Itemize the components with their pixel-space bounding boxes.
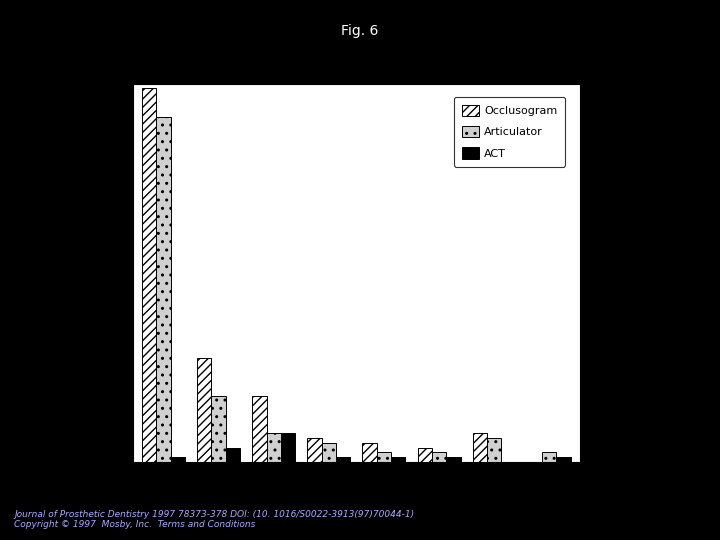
Bar: [542, 453, 557, 462]
Bar: [197, 357, 212, 462]
Bar: [252, 395, 266, 462]
Bar: [281, 433, 295, 462]
Bar: [226, 448, 240, 462]
Bar: [362, 443, 377, 462]
Bar: [557, 457, 571, 462]
Bar: [266, 433, 281, 462]
Bar: [473, 433, 487, 462]
Bar: [307, 438, 322, 462]
Bar: [446, 457, 461, 462]
Bar: [487, 438, 501, 462]
Bar: [212, 395, 226, 462]
Bar: [171, 457, 185, 462]
Bar: [142, 89, 156, 462]
Bar: [156, 117, 171, 462]
Bar: [418, 448, 432, 462]
Bar: [377, 453, 391, 462]
X-axis label: Teeth: Teeth: [339, 487, 374, 500]
Bar: [432, 453, 446, 462]
Legend: Occlusogram, Articulator, ACT: Occlusogram, Articulator, ACT: [454, 97, 565, 167]
Text: Journal of Prosthetic Dentistry 1997 78373-378 DOI: (10. 1016/S0022-3913(97)7004: Journal of Prosthetic Dentistry 1997 783…: [14, 510, 415, 529]
Bar: [391, 457, 405, 462]
Bar: [322, 443, 336, 462]
Text: Fig. 6: Fig. 6: [341, 24, 379, 38]
Bar: [336, 457, 351, 462]
Y-axis label: Frequency: Frequency: [91, 240, 104, 305]
